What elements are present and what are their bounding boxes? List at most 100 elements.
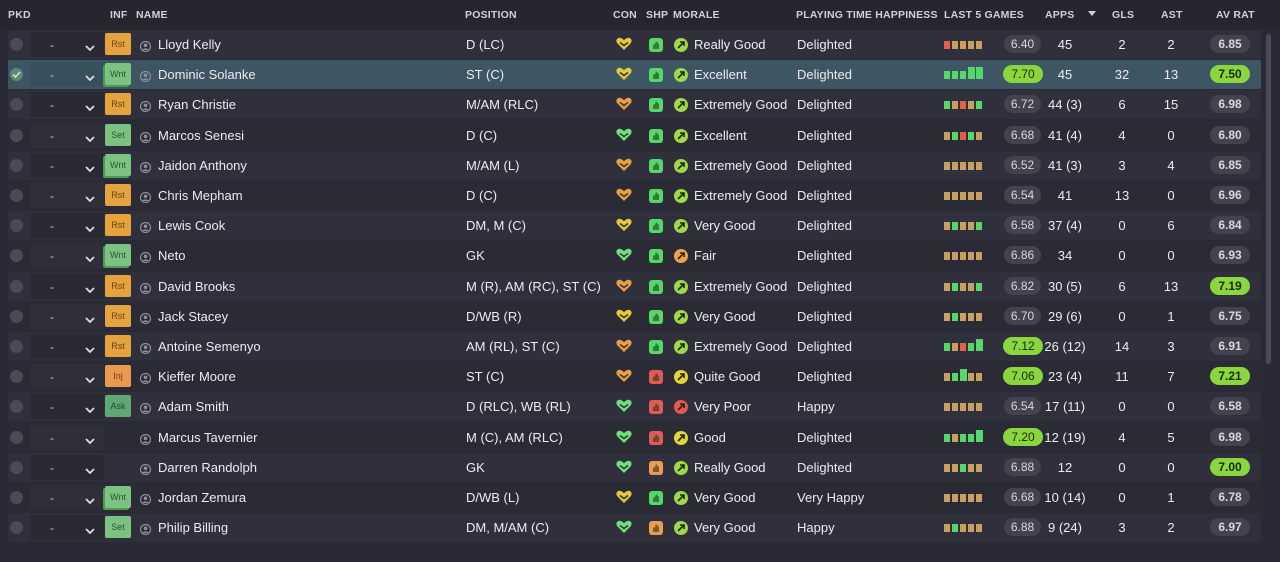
picked-checkbox[interactable] — [10, 38, 23, 51]
table-row[interactable]: - Wnt Neto GK Fair Delighted 6.86 34 0 0 6.93 — [8, 241, 1261, 271]
header-position[interactable]: POSITION — [465, 9, 517, 21]
player-name[interactable]: Lloyd Kelly — [158, 37, 221, 52]
selection-dropdown[interactable]: - — [30, 32, 104, 57]
player-profile-icon[interactable] — [139, 99, 152, 117]
table-row[interactable]: - Rst Antoine Semenyo AM (RL), ST (C) Extrem… — [8, 332, 1261, 361]
player-name[interactable]: Jordan Zemura — [158, 490, 247, 505]
player-name[interactable]: Neto — [158, 248, 186, 264]
player-name[interactable]: Marcus Tavernier — [158, 429, 258, 445]
header-apps[interactable]: APPS — [1045, 9, 1075, 21]
picked-checkbox[interactable] — [10, 189, 23, 202]
info-badge[interactable]: Set — [105, 516, 131, 539]
table-row[interactable]: - Rst David Brooks M (R), AM (RC), ST (C) Ex… — [8, 271, 1261, 301]
selection-dropdown[interactable]: - — [30, 454, 104, 480]
info-badge[interactable]: Rst — [105, 33, 131, 55]
info-badge[interactable]: Wnt — [105, 153, 131, 176]
player-profile-icon[interactable] — [139, 160, 152, 178]
header-morale[interactable]: MORALE — [673, 9, 720, 21]
picked-checkbox[interactable] — [10, 370, 23, 384]
header-con[interactable]: CON — [613, 9, 637, 21]
player-profile-icon[interactable] — [139, 39, 152, 57]
player-profile-icon[interactable] — [139, 311, 152, 329]
player-profile-icon[interactable] — [139, 341, 152, 359]
player-name[interactable]: Chris Mepham — [158, 188, 243, 203]
info-badge[interactable]: Ask — [105, 395, 131, 418]
player-profile-icon[interactable] — [139, 371, 152, 389]
picked-checkbox[interactable] — [10, 219, 23, 233]
selection-dropdown[interactable]: - — [30, 183, 104, 208]
header-pkd[interactable]: PKD — [8, 9, 31, 21]
header-shp[interactable]: SHP — [646, 9, 669, 21]
player-name[interactable]: Kieffer Moore — [158, 369, 236, 385]
selection-dropdown[interactable]: - — [30, 62, 104, 88]
picked-checkbox[interactable] — [10, 128, 23, 142]
player-profile-icon[interactable] — [139, 69, 152, 87]
picked-checkbox[interactable] — [10, 430, 23, 444]
player-profile-icon[interactable] — [139, 220, 152, 238]
player-profile-icon[interactable] — [139, 281, 152, 299]
info-badge[interactable]: Wnt — [105, 486, 131, 508]
player-profile-icon[interactable] — [139, 130, 152, 148]
info-badge[interactable]: Wnt — [105, 63, 131, 86]
picked-checkbox[interactable] — [10, 98, 23, 112]
selection-dropdown[interactable]: - — [30, 364, 104, 390]
player-name[interactable]: Antoine Semenyo — [158, 339, 261, 354]
table-row[interactable]: - Inj Kieffer Moore ST (C) Quite Good Delight… — [8, 362, 1261, 392]
player-name[interactable]: Adam Smith — [158, 399, 229, 415]
table-row[interactable]: - Rst Ryan Christie M/AM (RLC) Extremely Goo… — [8, 90, 1261, 120]
player-profile-icon[interactable] — [139, 492, 152, 510]
player-profile-icon[interactable] — [139, 401, 152, 419]
table-row[interactable]: - Ask Adam Smith D (RLC), WB (RL) Very Poor H… — [8, 392, 1261, 422]
table-row[interactable]: - Rst Jack Stacey D/WB (R) Very Good Delighte… — [8, 301, 1261, 331]
info-badge[interactable]: Rst — [105, 335, 131, 357]
selection-dropdown[interactable]: - — [30, 92, 104, 118]
selection-dropdown[interactable]: - — [30, 303, 104, 329]
picked-checkbox[interactable] — [10, 521, 23, 535]
table-row[interactable]: - Wnt Dominic Solanke ST (C) Excellent Deligh… — [8, 60, 1261, 90]
player-profile-icon[interactable] — [139, 250, 152, 268]
info-badge[interactable]: Set — [105, 123, 131, 146]
player-profile-icon[interactable] — [139, 432, 152, 450]
player-name[interactable]: David Brooks — [158, 278, 236, 294]
table-row[interactable]: - Rst Chris Mepham D (C) Extremely Good Delig… — [8, 181, 1261, 210]
selection-dropdown[interactable]: - — [30, 394, 104, 420]
player-name[interactable]: Darren Randolph — [158, 459, 258, 475]
player-profile-icon[interactable] — [139, 190, 152, 208]
info-badge[interactable]: Rst — [105, 304, 131, 327]
header-gls[interactable]: GLS — [1112, 9, 1135, 21]
player-name[interactable]: Ryan Christie — [158, 97, 237, 113]
info-badge[interactable]: Wnt — [105, 244, 131, 267]
info-badge[interactable]: Rst — [105, 214, 131, 237]
player-name[interactable]: Lewis Cook — [158, 218, 226, 234]
table-row[interactable]: - Rst Lloyd Kelly D (LC) Really Good Delighte… — [8, 30, 1261, 59]
selection-dropdown[interactable]: - — [30, 424, 104, 450]
player-profile-icon[interactable] — [139, 462, 152, 480]
table-row[interactable]: - Set Philip Billing DM, M/AM (C) Very Good H… — [8, 513, 1261, 543]
info-badge[interactable]: Rst — [105, 274, 131, 297]
info-badge[interactable]: Rst — [105, 184, 131, 206]
player-name[interactable]: Marcos Senesi — [158, 127, 244, 143]
picked-checkbox[interactable] — [10, 309, 23, 323]
picked-checkbox[interactable] — [10, 340, 23, 353]
header-playing-time-happiness[interactable]: PLAYING TIME HAPPINESS — [796, 9, 938, 21]
picked-checkbox[interactable] — [10, 460, 23, 474]
selection-dropdown[interactable]: - — [30, 122, 104, 148]
header-last-5-games[interactable]: LAST 5 GAMES — [944, 9, 1024, 21]
player-profile-icon[interactable] — [139, 522, 152, 540]
scrollbar-thumb[interactable] — [1266, 34, 1271, 364]
header-inf[interactable]: INF — [110, 9, 128, 21]
player-name[interactable]: Philip Billing — [158, 520, 229, 536]
table-row[interactable]: - Wnt Jaidon Anthony M/AM (L) Extremely Good… — [8, 150, 1261, 180]
table-row[interactable]: - Rst Lewis Cook DM, M (C) Very Good Delighte… — [8, 211, 1261, 241]
info-badge[interactable]: Rst — [105, 93, 131, 116]
selection-dropdown[interactable]: - — [30, 152, 104, 178]
player-name[interactable]: Jaidon Anthony — [158, 157, 247, 173]
selection-dropdown[interactable]: - — [30, 334, 104, 359]
info-badge[interactable]: Inj — [105, 365, 131, 388]
header-av-rat[interactable]: AV RAT — [1216, 9, 1255, 21]
selection-dropdown[interactable]: - — [30, 243, 104, 269]
picked-checkbox[interactable] — [10, 158, 23, 172]
header-ast[interactable]: AST — [1161, 9, 1183, 21]
selection-dropdown[interactable]: - — [30, 213, 104, 239]
player-name[interactable]: Jack Stacey — [158, 308, 229, 324]
